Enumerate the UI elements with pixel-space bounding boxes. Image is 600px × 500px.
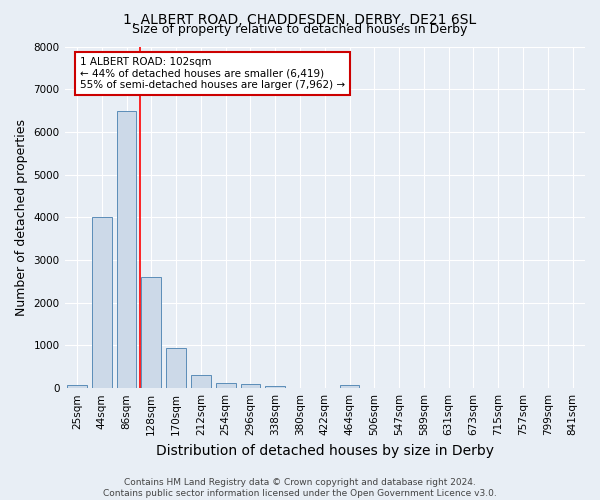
Bar bbox=[265, 386, 285, 388]
Bar bbox=[67, 385, 87, 388]
Bar bbox=[166, 348, 186, 388]
Y-axis label: Number of detached properties: Number of detached properties bbox=[15, 119, 28, 316]
Bar bbox=[216, 384, 236, 388]
Text: Contains HM Land Registry data © Crown copyright and database right 2024.
Contai: Contains HM Land Registry data © Crown c… bbox=[103, 478, 497, 498]
Bar bbox=[92, 218, 112, 388]
X-axis label: Distribution of detached houses by size in Derby: Distribution of detached houses by size … bbox=[156, 444, 494, 458]
Bar bbox=[116, 110, 136, 388]
Bar bbox=[340, 385, 359, 388]
Text: 1, ALBERT ROAD, CHADDESDEN, DERBY, DE21 6SL: 1, ALBERT ROAD, CHADDESDEN, DERBY, DE21 … bbox=[124, 12, 476, 26]
Text: Size of property relative to detached houses in Derby: Size of property relative to detached ho… bbox=[133, 22, 467, 36]
Text: 1 ALBERT ROAD: 102sqm
← 44% of detached houses are smaller (6,419)
55% of semi-d: 1 ALBERT ROAD: 102sqm ← 44% of detached … bbox=[80, 57, 345, 90]
Bar bbox=[191, 374, 211, 388]
Bar bbox=[241, 384, 260, 388]
Bar bbox=[142, 277, 161, 388]
